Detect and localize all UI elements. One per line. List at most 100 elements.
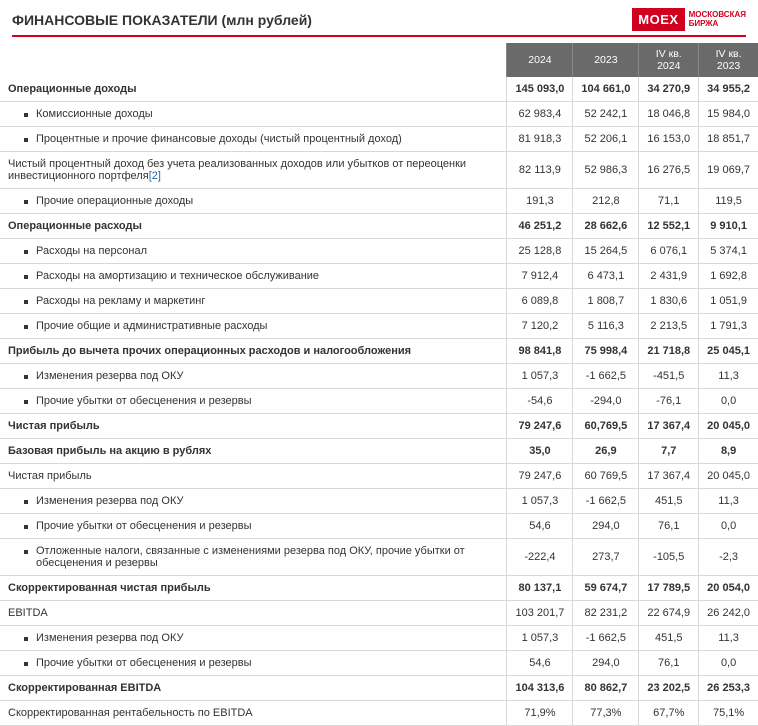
cell-value: 22 674,9 bbox=[639, 601, 699, 626]
cell-value: 54,6 bbox=[507, 514, 573, 539]
table-row: Прочие убытки от обесценения и резервы-5… bbox=[0, 389, 758, 414]
table-row: Прочие убытки от обесценения и резервы54… bbox=[0, 651, 758, 676]
row-label: Расходы на персонал bbox=[0, 239, 507, 264]
cell-value: 80 137,1 bbox=[507, 576, 573, 601]
cell-value: 81 918,3 bbox=[507, 127, 573, 152]
row-label: Комиссионные доходы bbox=[0, 102, 507, 127]
cell-value: 75,1% bbox=[699, 701, 758, 726]
row-label: Процентные и прочие финансовые доходы (ч… bbox=[0, 127, 507, 152]
cell-value: 34 955,2 bbox=[699, 77, 758, 102]
cell-value: 21 718,8 bbox=[639, 339, 699, 364]
footnote-link[interactable]: [2] bbox=[149, 170, 161, 182]
cell-value: 6 473,1 bbox=[573, 264, 639, 289]
row-label: EBITDA bbox=[0, 601, 507, 626]
cell-value: 19 069,7 bbox=[699, 152, 758, 189]
row-label: Отложенные налоги, связанные с изменения… bbox=[0, 539, 507, 576]
col-header: IV кв. 2024 bbox=[639, 43, 699, 77]
row-label: Чистая прибыль bbox=[0, 414, 507, 439]
row-label: Скорректированная чистая прибыль bbox=[0, 576, 507, 601]
cell-value: 82 231,2 bbox=[573, 601, 639, 626]
cell-value: 7,7 bbox=[639, 439, 699, 464]
col-empty bbox=[0, 43, 507, 77]
cell-value: 60 769,5 bbox=[573, 464, 639, 489]
cell-value: -54,6 bbox=[507, 389, 573, 414]
table-row: Расходы на рекламу и маркетинг6 089,81 8… bbox=[0, 289, 758, 314]
table-row: Комиссионные доходы62 983,452 242,118 04… bbox=[0, 102, 758, 127]
cell-value: 2 213,5 bbox=[639, 314, 699, 339]
table-row: Прочие общие и административные расходы7… bbox=[0, 314, 758, 339]
cell-value: 1 057,3 bbox=[507, 364, 573, 389]
cell-value: 17 367,4 bbox=[639, 414, 699, 439]
cell-value: 79 247,6 bbox=[507, 414, 573, 439]
table-row: Прибыль до вычета прочих операционных ра… bbox=[0, 339, 758, 364]
cell-value: 26,9 bbox=[573, 439, 639, 464]
col-header: IV кв. 2023 bbox=[699, 43, 758, 77]
cell-value: 98 841,8 bbox=[507, 339, 573, 364]
cell-value: 62 983,4 bbox=[507, 102, 573, 127]
financials-table: 2024 2023 IV кв. 2024 IV кв. 2023 Операц… bbox=[0, 43, 758, 726]
cell-value: 0,0 bbox=[699, 651, 758, 676]
cell-value: 1 791,3 bbox=[699, 314, 758, 339]
table-row: Операционные доходы145 093,0104 661,034 … bbox=[0, 77, 758, 102]
cell-value: 26 242,0 bbox=[699, 601, 758, 626]
cell-value: 0,0 bbox=[699, 514, 758, 539]
table-row: Прочие операционные доходы191,3212,871,1… bbox=[0, 189, 758, 214]
table-row: Операционные расходы46 251,228 662,612 5… bbox=[0, 214, 758, 239]
cell-value: 1 057,3 bbox=[507, 489, 573, 514]
row-label: Операционные доходы bbox=[0, 77, 507, 102]
cell-value: 273,7 bbox=[573, 539, 639, 576]
cell-value: 20 045,0 bbox=[699, 414, 758, 439]
table-row: Чистая прибыль79 247,660 769,517 367,420… bbox=[0, 464, 758, 489]
cell-value: -222,4 bbox=[507, 539, 573, 576]
table-row: Базовая прибыль на акцию в рублях35,026,… bbox=[0, 439, 758, 464]
table-row: EBITDA103 201,782 231,222 674,926 242,0 bbox=[0, 601, 758, 626]
cell-value: 35,0 bbox=[507, 439, 573, 464]
cell-value: 52 242,1 bbox=[573, 102, 639, 127]
cell-value: 16 276,5 bbox=[639, 152, 699, 189]
cell-value: 17 789,5 bbox=[639, 576, 699, 601]
cell-value: 104 313,6 bbox=[507, 676, 573, 701]
cell-value: 6 076,1 bbox=[639, 239, 699, 264]
cell-value: 451,5 bbox=[639, 489, 699, 514]
cell-value: 294,0 bbox=[573, 514, 639, 539]
table-row: Отложенные налоги, связанные с изменения… bbox=[0, 539, 758, 576]
col-header: 2023 bbox=[573, 43, 639, 77]
cell-value: -1 662,5 bbox=[573, 626, 639, 651]
row-label: Прибыль до вычета прочих операционных ра… bbox=[0, 339, 507, 364]
table-row: Изменения резерва под ОКУ1 057,3-1 662,5… bbox=[0, 364, 758, 389]
cell-value: 11,3 bbox=[699, 364, 758, 389]
cell-value: 1 051,9 bbox=[699, 289, 758, 314]
cell-value: 451,5 bbox=[639, 626, 699, 651]
row-label: Скорректированная EBITDA bbox=[0, 676, 507, 701]
cell-value: 67,7% bbox=[639, 701, 699, 726]
cell-value: -105,5 bbox=[639, 539, 699, 576]
cell-value: 52 206,1 bbox=[573, 127, 639, 152]
row-label: Прочие убытки от обесценения и резервы bbox=[0, 651, 507, 676]
table-row: Прочие убытки от обесценения и резервы54… bbox=[0, 514, 758, 539]
row-label: Чистая прибыль bbox=[0, 464, 507, 489]
table-row: Процентные и прочие финансовые доходы (ч… bbox=[0, 127, 758, 152]
col-header: 2024 bbox=[507, 43, 573, 77]
cell-value: 5 374,1 bbox=[699, 239, 758, 264]
cell-value: 1 692,8 bbox=[699, 264, 758, 289]
cell-value: 80 862,7 bbox=[573, 676, 639, 701]
cell-value: 8,9 bbox=[699, 439, 758, 464]
cell-value: 18 046,8 bbox=[639, 102, 699, 127]
cell-value: 6 089,8 bbox=[507, 289, 573, 314]
cell-value: 11,3 bbox=[699, 626, 758, 651]
table-row: Изменения резерва под ОКУ1 057,3-1 662,5… bbox=[0, 489, 758, 514]
cell-value: 0,0 bbox=[699, 389, 758, 414]
cell-value: 71,1 bbox=[639, 189, 699, 214]
cell-value: 2 431,9 bbox=[639, 264, 699, 289]
table-row: Скорректированная чистая прибыль80 137,1… bbox=[0, 576, 758, 601]
cell-value: 191,3 bbox=[507, 189, 573, 214]
cell-value: 294,0 bbox=[573, 651, 639, 676]
cell-value: 1 808,7 bbox=[573, 289, 639, 314]
cell-value: 15 264,5 bbox=[573, 239, 639, 264]
cell-value: 212,8 bbox=[573, 189, 639, 214]
cell-value: 76,1 bbox=[639, 514, 699, 539]
cell-value: 75 998,4 bbox=[573, 339, 639, 364]
cell-value: 25 045,1 bbox=[699, 339, 758, 364]
row-label: Прочие операционные доходы bbox=[0, 189, 507, 214]
row-label: Скорректированная рентабельность по EBIT… bbox=[0, 701, 507, 726]
